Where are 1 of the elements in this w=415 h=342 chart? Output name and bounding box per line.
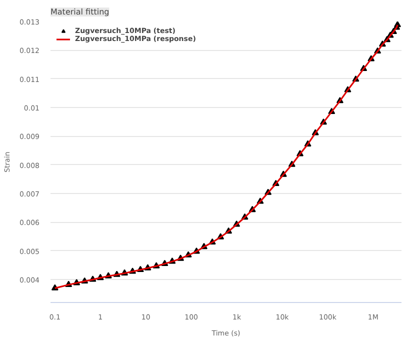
chart-title: Material fitting (50, 8, 110, 16)
